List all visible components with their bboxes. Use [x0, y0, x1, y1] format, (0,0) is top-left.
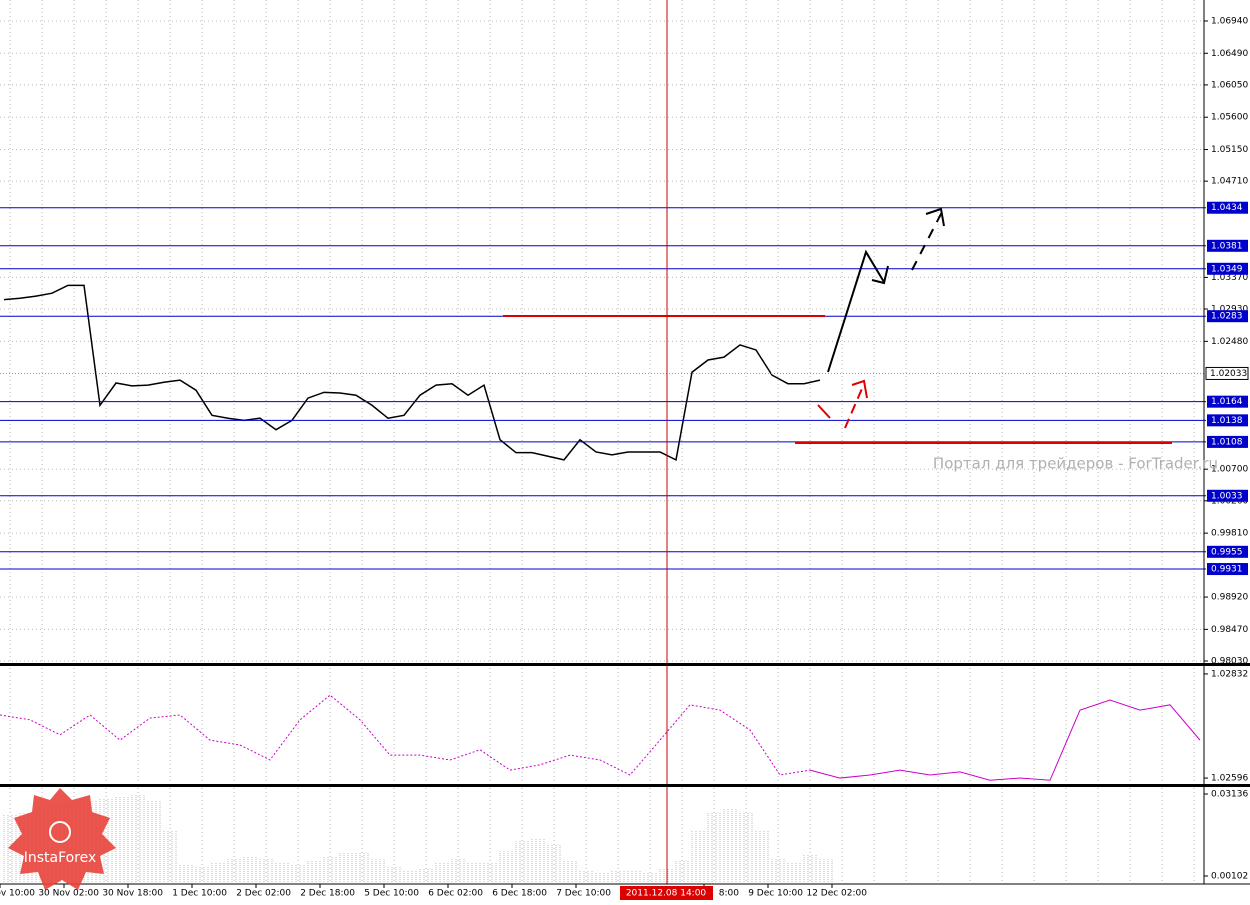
level-label: 0.9931 — [1211, 565, 1243, 575]
alt-arrow — [817, 404, 831, 419]
frames — [0, 0, 1250, 885]
forecast-arrow — [827, 249, 885, 373]
y-tick-label: 1.02930 — [1211, 305, 1248, 315]
current-price-box — [1205, 366, 1249, 380]
price-line — [3, 284, 821, 461]
level-label: 1.0434 — [1211, 203, 1243, 213]
indicator-line-dashed — [0, 694, 811, 776]
alt-arrow — [844, 383, 865, 429]
logo-badge — [8, 788, 116, 890]
level-box — [1207, 563, 1248, 576]
x-tick-label: 6 Dec 18:00 — [492, 889, 547, 899]
logo: InstaForex — [8, 788, 116, 890]
x-tick-label: ov 10:00 — [0, 889, 35, 899]
y-tick-label: 0.00102 — [1211, 872, 1248, 882]
vertical-grid — [9, 0, 1195, 884]
chart-layer: 1.06940 1.06490 1.06050 1.05600 1.05150 1.047… — [0, 16, 1249, 899]
x-tick-label: 5 Dec 10:00 — [364, 889, 419, 899]
y-tick-label: 1.06050 — [1211, 80, 1248, 90]
x-tick-label: 2 Dec 18:00 — [300, 889, 355, 899]
watermark: Портал для трейдеров - ForTrader.ru — [933, 455, 1218, 473]
level-label: 1.0164 — [1211, 397, 1243, 407]
y-tick-label: 1.05150 — [1211, 145, 1248, 155]
level-label: 1.0108 — [1211, 437, 1243, 447]
crosshair-time: 2011.12.08 14:00 — [626, 889, 707, 899]
x-tick-label: 8:00 — [719, 889, 739, 899]
separator — [0, 784, 1250, 787]
forecast-arrow-dashed — [911, 211, 943, 271]
level-box — [1207, 310, 1248, 323]
y-tick-label: 1.00700 — [1211, 465, 1248, 475]
crosshair-time-box — [620, 886, 713, 900]
level-label: 0.9955 — [1211, 547, 1243, 557]
arrow-head — [925, 207, 945, 227]
y-tick-label: 1.02832 — [1211, 669, 1248, 679]
level-box — [1207, 201, 1248, 214]
level-label: 1.0033 — [1211, 491, 1243, 501]
x-tick-label: 30 Nov 02:00 — [38, 889, 99, 899]
arrow-head — [871, 265, 889, 285]
level-box — [1207, 239, 1248, 252]
level-label: 1.0138 — [1211, 416, 1243, 426]
y-tick-label: 0.98030 — [1211, 656, 1248, 666]
level-box — [1207, 414, 1248, 427]
x-tick-label: 12 Dec 02:00 — [806, 889, 867, 899]
x-tick-label: 2 Dec 02:00 — [236, 889, 291, 899]
y-tick-label: 0.99810 — [1211, 529, 1248, 539]
logo-text: InstaForex — [24, 850, 97, 866]
y-tick-label: 1.03370 — [1211, 273, 1248, 283]
indicator-line — [809, 699, 1201, 781]
y-tick-label: 1.06940 — [1211, 16, 1248, 26]
x-tick-label: 9 Dec 10:00 — [748, 889, 803, 899]
level-box — [1207, 489, 1248, 502]
level-label: 1.0283 — [1211, 312, 1243, 322]
y-tick-label: 1.04710 — [1211, 177, 1248, 187]
level-box — [1207, 395, 1248, 408]
level-box — [1207, 545, 1248, 558]
logo-icon — [49, 821, 71, 843]
level-label: 1.0381 — [1211, 241, 1243, 251]
level-box — [1207, 435, 1248, 448]
y-tick-label: 1.02480 — [1211, 337, 1248, 347]
x-tick-label: 30 Nov 18:00 — [102, 889, 163, 899]
x-tick-label: 1 Dec 10:00 — [172, 889, 227, 899]
x-tick-label: 7 Dec 10:00 — [556, 889, 611, 899]
annotations — [503, 0, 1172, 884]
level-label: 1.0349 — [1211, 264, 1243, 274]
y-tick-label: 0.03136 — [1211, 790, 1248, 800]
current-price-label: 1.02033 — [1210, 369, 1247, 379]
level-box — [1207, 262, 1248, 275]
y-tick-label: 1.02596 — [1211, 774, 1248, 784]
y-tick-label: 0.98920 — [1211, 593, 1248, 603]
y-tick-label: 1.06490 — [1211, 49, 1248, 59]
y-tick-label: 1.05600 — [1211, 113, 1248, 123]
x-tick-label: 6 Dec 02:00 — [428, 889, 483, 899]
y-tick-label: 0.98470 — [1211, 625, 1248, 635]
arrow-head — [851, 379, 868, 399]
separator — [0, 663, 1250, 666]
